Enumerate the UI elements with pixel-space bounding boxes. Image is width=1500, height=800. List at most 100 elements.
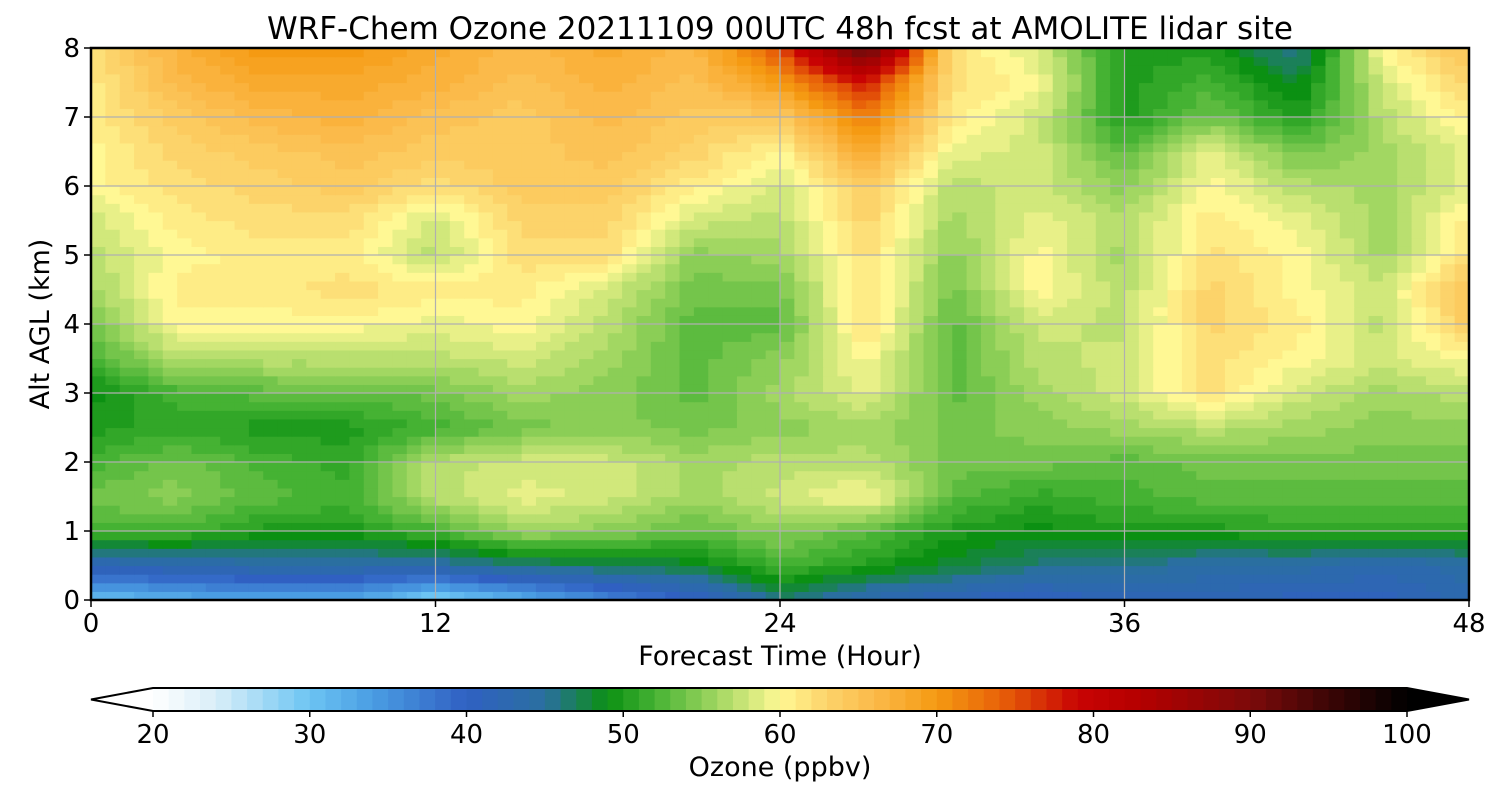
contour-cell bbox=[363, 315, 379, 325]
contour-cell bbox=[263, 298, 279, 308]
contour-cell bbox=[492, 513, 508, 523]
contour-cell bbox=[1009, 367, 1025, 377]
contour-cell bbox=[1024, 220, 1039, 230]
contour-cell bbox=[1339, 367, 1355, 377]
contour-cell bbox=[464, 565, 480, 575]
contour-cell bbox=[1153, 332, 1169, 342]
contour-cell bbox=[1239, 384, 1255, 394]
contour-cell bbox=[622, 427, 638, 437]
contour-cell bbox=[320, 280, 336, 291]
contour-cell bbox=[1052, 324, 1068, 334]
contour-cell bbox=[1339, 298, 1355, 308]
contour-cell bbox=[1411, 289, 1427, 299]
contour-cell bbox=[564, 168, 580, 178]
contour-cell bbox=[1138, 237, 1154, 247]
contour-cell bbox=[1081, 255, 1097, 265]
contour-cell bbox=[1296, 565, 1312, 575]
contour-cell bbox=[1024, 375, 1039, 385]
contour-cell bbox=[507, 582, 523, 592]
contour-cell bbox=[952, 255, 968, 265]
contour-cell bbox=[1052, 186, 1068, 196]
contour-cell bbox=[1296, 531, 1312, 541]
contour-cell bbox=[1354, 220, 1370, 230]
contour-cell bbox=[1282, 505, 1298, 515]
contour-cell bbox=[1167, 548, 1183, 558]
contour-cell bbox=[593, 410, 609, 420]
contour-cell bbox=[1296, 556, 1312, 567]
contour-cell bbox=[736, 272, 752, 282]
contour-cell bbox=[1181, 505, 1197, 515]
contour-cell bbox=[1268, 358, 1283, 368]
contour-cell bbox=[1052, 341, 1068, 351]
contour-cell bbox=[1024, 272, 1039, 282]
contour-cell bbox=[722, 272, 738, 282]
contour-cell bbox=[1368, 418, 1384, 429]
contour-cell bbox=[622, 237, 638, 247]
contour-cell bbox=[1454, 505, 1469, 515]
contour-cell bbox=[421, 513, 437, 523]
contour-cell bbox=[693, 470, 709, 480]
contour-cell bbox=[1454, 280, 1469, 291]
contour-cell bbox=[909, 531, 925, 541]
contour-cell bbox=[1095, 556, 1111, 567]
contour-cell bbox=[650, 401, 666, 411]
contour-cell bbox=[952, 444, 968, 454]
contour-cell bbox=[607, 505, 623, 515]
contour-cell bbox=[535, 505, 551, 515]
contour-cell bbox=[650, 556, 666, 567]
contour-cell bbox=[866, 505, 882, 515]
contour-cell bbox=[1024, 151, 1039, 161]
contour-cell bbox=[751, 470, 767, 480]
contour-cell bbox=[679, 470, 695, 480]
contour-cell bbox=[837, 160, 853, 170]
contour-cell bbox=[1024, 203, 1039, 213]
contour-cell bbox=[1354, 556, 1370, 567]
contour-cell bbox=[1425, 539, 1441, 549]
contour-cell bbox=[91, 358, 106, 368]
contour-cell bbox=[937, 280, 953, 291]
contour-cell bbox=[248, 418, 264, 429]
contour-cell bbox=[622, 505, 638, 515]
contour-cell bbox=[607, 289, 623, 299]
contour-cell bbox=[435, 194, 451, 204]
contour-cell bbox=[722, 194, 738, 204]
contour-cell bbox=[708, 436, 724, 446]
contour-cell bbox=[1253, 211, 1269, 222]
contour-cell bbox=[1224, 367, 1240, 377]
contour-cell bbox=[894, 401, 910, 411]
contour-cell bbox=[220, 453, 236, 463]
contour-cell bbox=[1095, 462, 1111, 472]
contour-cell bbox=[335, 522, 350, 532]
contour-cell bbox=[1110, 418, 1126, 429]
contour-cell bbox=[1253, 203, 1269, 213]
contour-cell bbox=[363, 418, 379, 429]
contour-cell bbox=[1268, 315, 1283, 325]
contour-cell bbox=[693, 410, 709, 420]
contour-cell bbox=[607, 453, 623, 463]
contour-cell bbox=[736, 211, 752, 222]
contour-cell bbox=[1339, 393, 1355, 403]
contour-cell bbox=[1325, 375, 1341, 385]
contour-cell bbox=[1009, 470, 1025, 480]
contour-cell bbox=[636, 401, 652, 411]
contour-cell bbox=[105, 349, 121, 360]
contour-cell bbox=[1268, 237, 1283, 247]
contour-cell bbox=[837, 211, 853, 222]
contour-cell bbox=[378, 160, 394, 170]
contour-cell bbox=[1339, 539, 1355, 549]
contour-cell bbox=[507, 358, 523, 368]
contour-cell bbox=[464, 186, 480, 196]
contour-cell bbox=[1253, 591, 1269, 600]
contour-cell bbox=[291, 462, 307, 472]
contour-cell bbox=[349, 548, 365, 558]
contour-cell bbox=[808, 332, 824, 342]
contour-cell bbox=[449, 565, 465, 575]
contour-cell bbox=[134, 349, 150, 360]
contour-cell bbox=[248, 246, 264, 256]
contour-cell bbox=[1210, 556, 1226, 567]
contour-cell bbox=[263, 505, 279, 515]
contour-cell bbox=[234, 306, 250, 316]
contour-cell bbox=[378, 418, 394, 429]
contour-cell bbox=[1210, 229, 1226, 239]
contour-cell bbox=[277, 505, 293, 515]
